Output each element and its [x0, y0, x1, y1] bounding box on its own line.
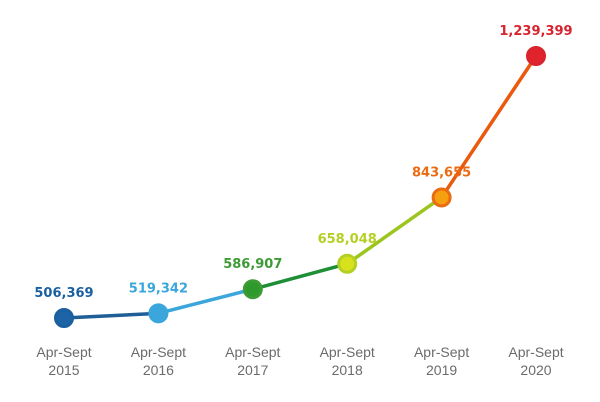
- x-tick-label-line1: Apr-Sept: [320, 344, 375, 360]
- data-label-2017: 586,907: [223, 257, 282, 272]
- x-tick-label-line2: 2018: [332, 362, 363, 378]
- data-label-2018: 658,048: [318, 232, 377, 247]
- data-points: [54, 46, 546, 328]
- data-labels: 506,369 519,342 586,907 658,048 843,655 1,239…: [34, 24, 572, 301]
- data-label-2020: 1,239,399: [499, 24, 572, 39]
- x-tick-label-2018: Apr-Sept 2018: [320, 344, 375, 378]
- data-point-2019: [431, 187, 452, 208]
- data-point-2015: [54, 308, 74, 328]
- x-tick-label-line1: Apr-Sept: [225, 344, 280, 360]
- series-line: [62, 54, 538, 320]
- data-point-2020: [526, 46, 546, 66]
- x-tick-label-line2: 2015: [48, 362, 79, 378]
- x-tick-label-line1: Apr-Sept: [36, 344, 91, 360]
- x-tick-label-line2: 2017: [237, 362, 268, 378]
- line-segment-3: [251, 262, 349, 291]
- x-tick-label-2015: Apr-Sept 2015: [36, 344, 91, 378]
- x-tick-label-line1: Apr-Sept: [414, 344, 469, 360]
- line-segment-1: [62, 311, 161, 320]
- x-tick-label-line1: Apr-Sept: [131, 344, 186, 360]
- x-tick-label-line1: Apr-Sept: [508, 344, 563, 360]
- data-label-2019: 843,655: [412, 165, 471, 180]
- line-segment-4: [345, 195, 444, 266]
- data-point-2017: [242, 279, 263, 300]
- data-point-2016: [148, 303, 169, 324]
- x-tick-label-line2: 2019: [426, 362, 457, 378]
- data-point-2018: [337, 253, 358, 274]
- x-tick-label-2016: Apr-Sept 2016: [131, 344, 186, 378]
- data-label-2015: 506,369: [34, 286, 93, 301]
- line-segment-5: [439, 54, 538, 200]
- x-tick-label-line2: 2020: [520, 362, 551, 378]
- x-tick-label-2020: Apr-Sept 2020: [508, 344, 563, 378]
- data-label-2016: 519,342: [129, 281, 188, 296]
- x-tick-label-2017: Apr-Sept 2017: [225, 344, 280, 378]
- x-tick-label-2019: Apr-Sept 2019: [414, 344, 469, 378]
- line-segment-2: [156, 287, 255, 316]
- x-tick-label-line2: 2016: [143, 362, 174, 378]
